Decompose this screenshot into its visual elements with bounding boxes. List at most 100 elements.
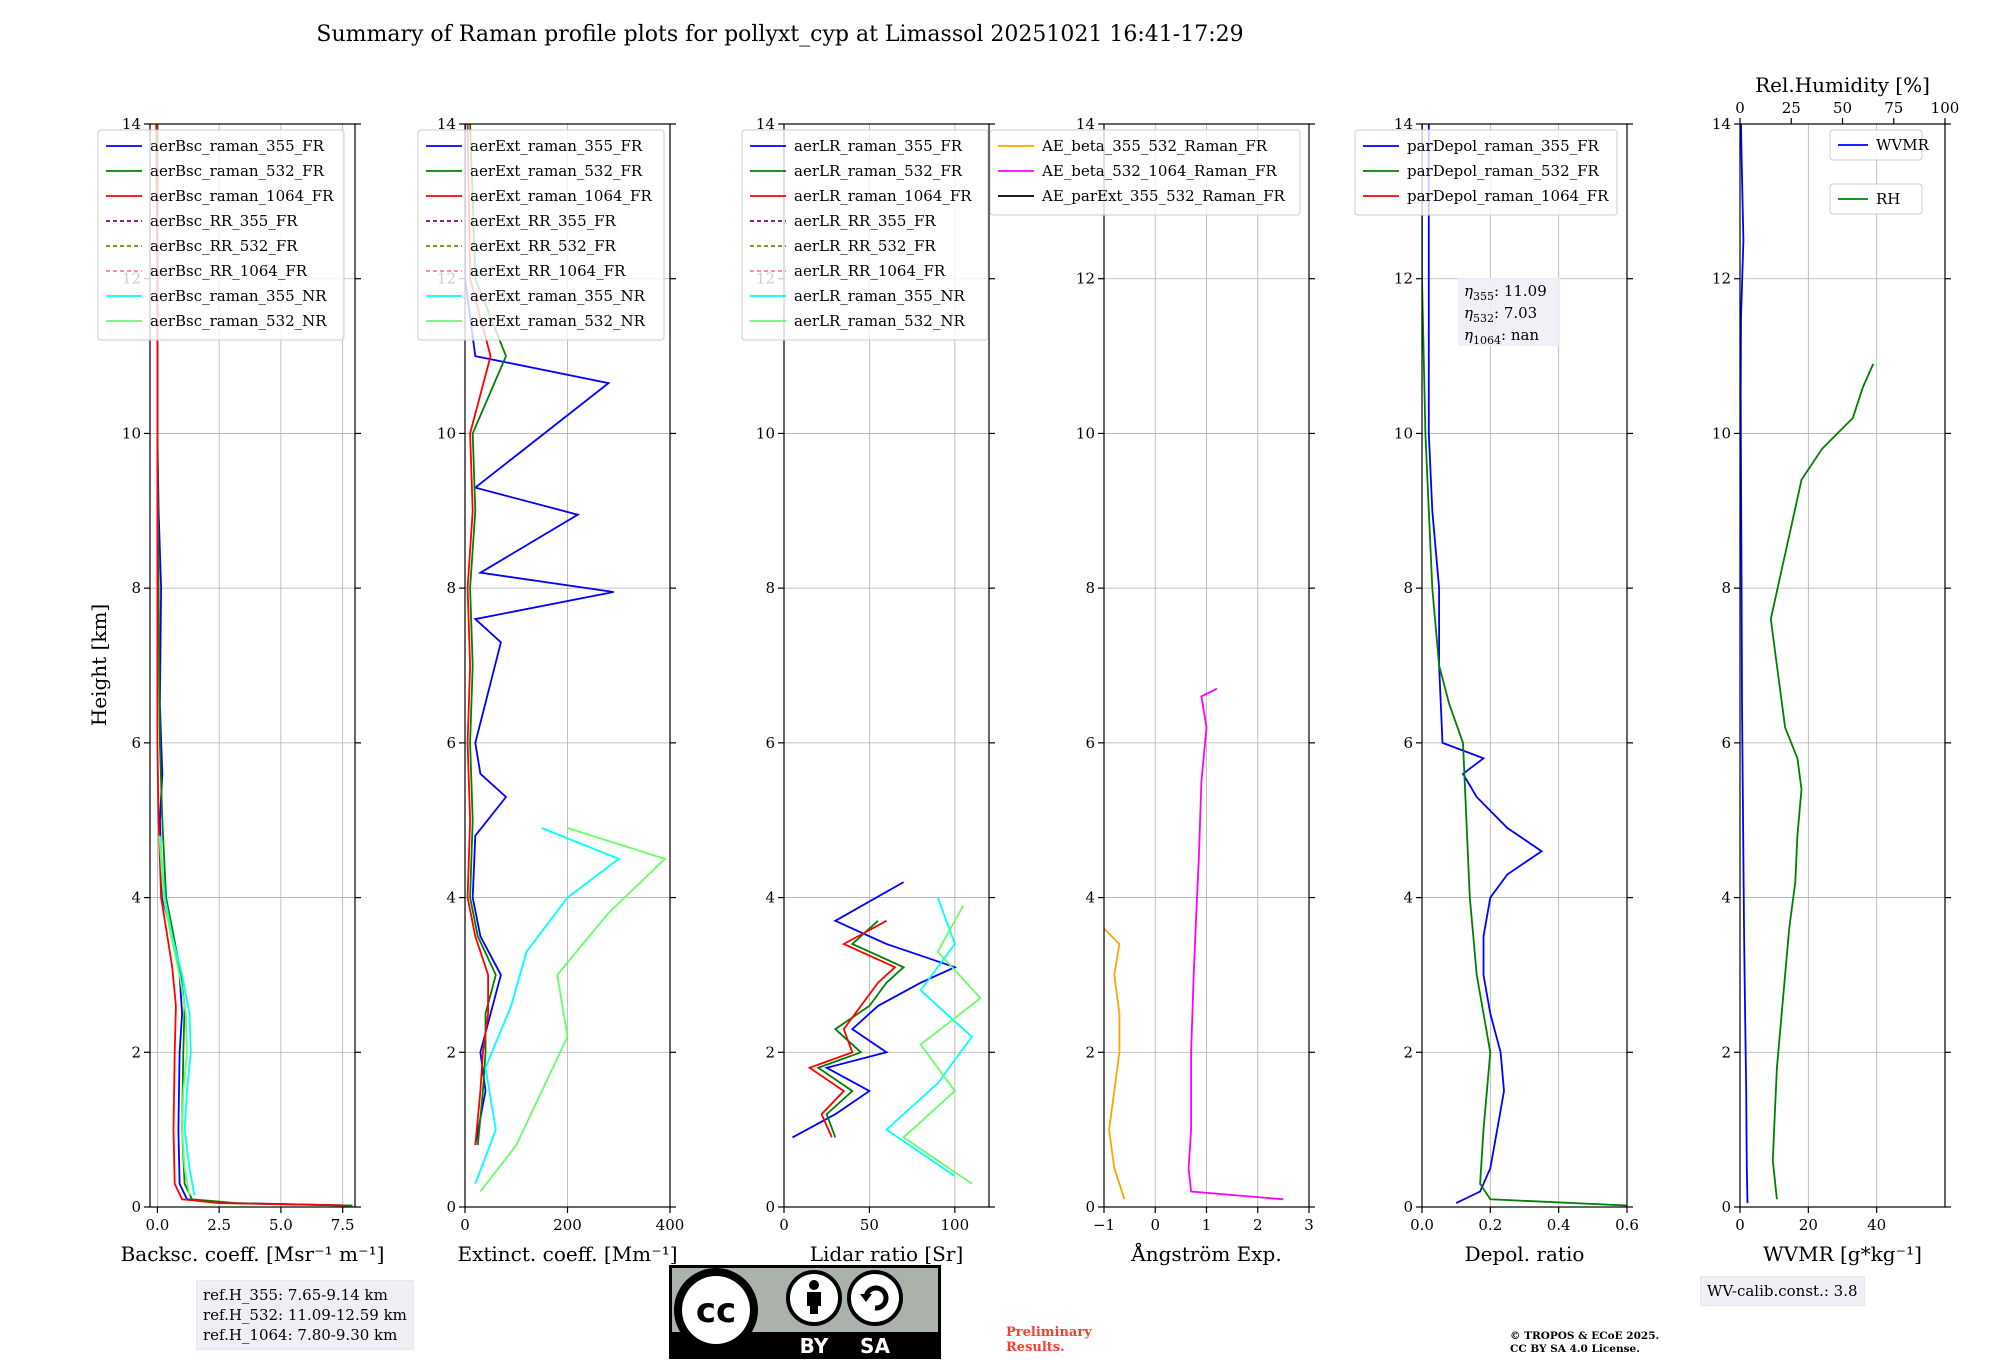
y-tick-label: 0 [765,1198,775,1216]
x-tick-label: 0.0 [1410,1216,1434,1234]
legend-entry: aerLR_RR_1064_FR [794,262,946,280]
series-line-aerbsc-raman-355-nr [159,835,196,1196]
plot-frame [783,123,990,1208]
y-tick-label: 10 [756,424,775,442]
top-x-tick-label: 50 [1833,99,1852,117]
series-group [1104,687,1284,1201]
legend: AE_beta_355_532_Raman_FR AE_beta_532_1064… [989,129,1301,216]
y-tick-label: 14 [1076,115,1095,133]
x-tick-label: 200 [553,1216,582,1234]
y-tick-label: 2 [446,1043,456,1061]
series-line-pardepol-raman-355-fr [1427,124,1544,1204]
y-tick-label: 4 [1085,889,1095,907]
legend-entry: aerLR_raman_532_NR [794,312,965,330]
x-tick-label: 0.4 [1547,1216,1571,1234]
legend-entry: aerLR_raman_355_FR [794,137,963,155]
legend-box [1829,183,1923,215]
share-alike-icon-arc [863,1285,889,1311]
legend-box [97,129,345,341]
y-tick-label: 8 [446,579,456,597]
legend-entry: parDepol_raman_1064_FR [1407,187,1609,205]
legend-entry: aerBsc_RR_1064_FR [150,262,308,280]
legend-entry: aerBsc_RR_355_FR [150,212,298,230]
legend-entry: AE_beta_355_532_Raman_FR [1041,137,1268,155]
eta-label: η355: 11.09 [1464,282,1547,303]
y-tick-label: 14 [756,115,775,133]
y-tick-label: 10 [1394,424,1413,442]
x-tick-label: 7.5 [331,1216,355,1234]
legend: parDepol_raman_355_FR parDepol_raman_532_… [1354,129,1618,216]
share-alike-icon-arrow [860,1294,872,1302]
series-group [465,124,667,1193]
x-tick-label: 100 [941,1216,970,1234]
series-line-aerlr-raman-532-fr [816,920,906,1138]
legend-entry: aerLR_RR_355_FR [794,212,936,230]
legend-entry: aerBsc_RR_532_FR [150,237,298,255]
x-tick-label: 2.5 [207,1216,231,1234]
badge-by-label: BY [800,1334,829,1358]
y-tick-label: 8 [131,579,141,597]
chart-panel-lidar_ratio: 05010002468101214Lidar ratio [Sr]aerLR_r… [741,115,995,1266]
y-tick-label: 6 [1403,734,1413,752]
x-tick-label: −1 [1093,1216,1115,1234]
y-tick-label: 8 [1403,579,1413,597]
eta-value: 11.09 [1504,282,1547,300]
cc-logo-text: cc [696,1291,736,1331]
plot-frame [149,123,356,1208]
x-tick-label: 0 [1735,1216,1745,1234]
y-tick-label: 2 [131,1043,141,1061]
ref-height-355: ref.H_355: 7.65-9.14 km [203,1286,388,1304]
y-tick-label: 10 [122,424,141,442]
legend-entry: aerLR_RR_532_FR [794,237,936,255]
cc-by-sa-license-badge: cc BY SA [669,1265,941,1359]
top-x-tick-label: 0 [1735,99,1745,117]
ref-height-1064: ref.H_1064: 7.80-9.30 km [203,1326,398,1344]
eta-value: 7.03 [1504,304,1537,322]
series-line-rh [1769,363,1875,1200]
x-tick-label: 50 [860,1216,879,1234]
series-line-wvmr [1740,124,1749,1204]
legend-entry: aerExt_raman_532_NR [470,312,646,330]
eta-label: η1064: nan [1464,326,1539,347]
attribution-icon-legs [810,1304,818,1314]
legend-entry: aerLR_raman_532_FR [794,162,963,180]
legend-entry: aerBsc_raman_1064_FR [150,187,334,205]
y-tick-label: 2 [1721,1043,1731,1061]
top-x-tick-label: 25 [1782,99,1801,117]
y-tick-label: 0 [1403,1198,1413,1216]
cc-circle-inner [682,1276,750,1344]
y-tick-label: 8 [1721,579,1731,597]
series-line-aerext-raman-355-nr [474,827,621,1185]
series-line-aerbsc-raman-532-nr [158,835,191,1196]
eta-box [1458,278,1560,346]
legend-entry: RH [1876,190,1900,208]
y-tick-label: 6 [1085,734,1095,752]
y-tick-label: 0 [1085,1198,1095,1216]
legend-entry: aerExt_raman_1064_FR [470,187,652,205]
legend-entry: parDepol_raman_532_FR [1407,162,1600,180]
y-tick-label: 8 [765,579,775,597]
series-line-aerext-raman-1064-fr [466,124,492,1146]
chart-panel-extinction: 020040002468101214Extinct. coeff. [Mm⁻¹]… [417,115,685,1266]
x-tick-label: 400 [656,1216,685,1234]
y-tick-label: 4 [1721,889,1731,907]
x-tick-label: 2 [1253,1216,1263,1234]
y-tick-label: 6 [446,734,456,752]
x-axis-label: Lidar ratio [Sr] [810,1242,964,1266]
x-tick-label: 40 [1867,1216,1886,1234]
wv-calibration-box: WV-calib.const.: 3.8 [1700,1276,1865,1306]
legend-box [1354,129,1618,216]
series-group [1740,124,1875,1204]
x-tick-label: 0.0 [145,1216,169,1234]
x-tick-label: 0 [779,1216,789,1234]
top-x-tick-label: 100 [1931,99,1960,117]
y-tick-label: 6 [1721,734,1731,752]
x-axis-label: Extinct. coeff. [Mm⁻¹] [457,1242,677,1266]
plot-frame [1421,123,1628,1208]
copyright-line-2: CC BY SA 4.0 License. [1510,1343,1640,1355]
y-tick-label: 14 [1394,115,1413,133]
series-group [1422,124,1627,1207]
y-tick-label: 4 [446,889,456,907]
